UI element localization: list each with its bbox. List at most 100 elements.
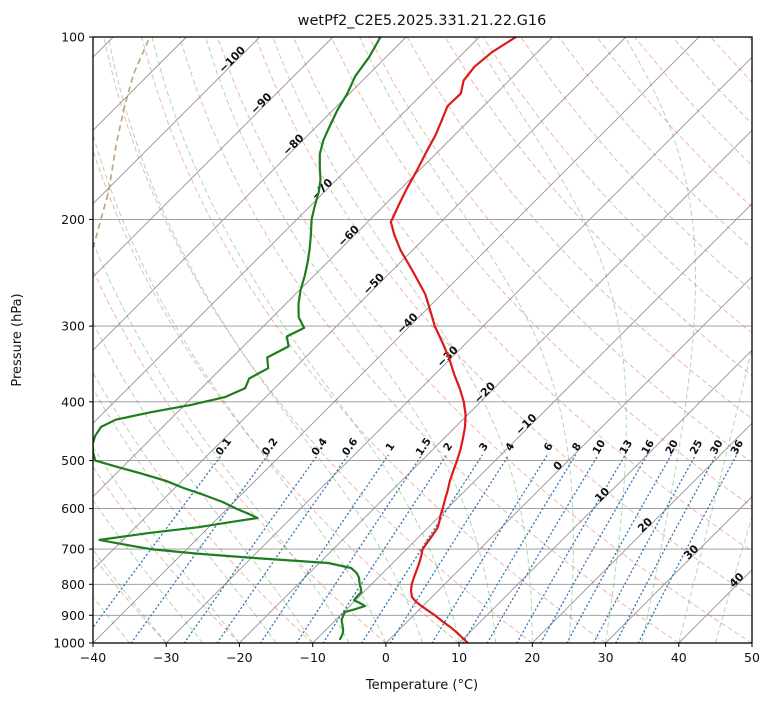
mixing-ratio-label: 3 [477,441,491,454]
moist-adiabat-line [272,37,533,643]
dry-adiabat-line [368,37,752,463]
moist-adiabat-line [93,321,314,643]
mixing-ratio-line [486,454,599,643]
temperature-tick-label: −10 [300,650,326,665]
mixing-ratio-line [295,454,423,643]
mixing-ratio-line [322,454,447,643]
mixing-ratio-label: 8 [570,441,584,454]
isotherm-line [605,495,752,643]
mixing-ratio-label: 13 [617,438,635,457]
dewpoint-curve [93,37,382,641]
mixing-ratio-line [93,454,222,629]
moist-adiabat-line [93,387,277,643]
mixing-ratio-label: 2 [441,441,455,454]
pressure-tick-label: 1000 [53,636,85,651]
isotherm-line [165,56,752,643]
dry-adiabat-line [710,37,752,84]
isotherm-label: 40 [727,570,747,590]
isotherm-label: −50 [361,270,388,297]
moist-adiabat-line [359,37,574,643]
dry-adiabat-line [216,37,752,643]
temperature-tick-label: −20 [226,650,252,665]
mixing-ratio-line [592,454,697,643]
isotherm-line [93,37,261,205]
temperature-tick-label: 0 [382,650,390,665]
aux-tan-curve [93,37,151,252]
isotherm-line [751,642,752,643]
isotherm-line [312,203,752,643]
isotherm-label: −80 [280,131,307,158]
mixing-ratio-label: 0.6 [340,436,361,458]
mixing-ratio-label: 1 [383,441,397,454]
temperature-tick-label: −40 [80,650,106,665]
dry-adiabat-line [444,37,752,377]
moist-adiabat-line [107,37,423,643]
mixing-ratio-label: 16 [639,438,657,457]
moist-adiabat-line [151,37,460,643]
mixing-ratio-label: 4 [503,441,517,454]
mixing-ratio-line [389,454,510,643]
dry-adiabat-line [520,37,752,292]
mixing-ratio-line [130,454,269,643]
dry-adiabat-line [93,148,460,643]
mixing-ratio-label: 1.5 [414,436,434,458]
isotherm-label: 30 [681,542,701,562]
dry-adiabat-line [93,555,167,643]
temperature-tick-label: −30 [153,650,179,665]
mixing-ratio-label: 25 [688,438,706,457]
temperature-tick-label: 10 [451,650,467,665]
temperature-tick-label: 50 [744,650,760,665]
pressure-tick-label: 200 [61,212,85,227]
moist-adiabat-line [93,240,350,643]
mixing-ratio-label: 0.1 [213,436,234,458]
moist-adiabat-line [93,132,387,643]
isotherm-line [93,37,334,278]
mixing-ratio-label: 0.4 [309,436,330,458]
isotherm-line [458,349,752,643]
isotherm-label: −100 [216,43,248,75]
moist-adiabat-line [678,345,752,643]
isotherm-label: −10 [513,411,540,438]
plot-area: 0.1 0.2 0.4 0.6 1 1.5 2 3 4 6 8 10 13 16 20 25 30 36−100−… [93,37,752,643]
mixing-ratio-line [216,454,349,643]
mixing-ratio-line [566,454,672,643]
isotherm-line [93,37,553,498]
isotherm-line [93,37,407,351]
dry-adiabat-line [103,37,533,643]
pressure-tick-label: 400 [61,394,85,409]
dry-adiabat-line [254,37,752,598]
pressure-tick-label: 900 [61,608,85,623]
mixing-ratio-line [615,454,717,643]
dry-adiabat-line [93,465,240,643]
chart-title: wetPf2_C2E5.2025.331.21.22.G16 [298,13,547,29]
isotherm-line [531,422,752,643]
dry-adiabat-line [558,37,752,250]
plot-border [92,36,753,644]
isotherm-line [93,37,700,643]
isotherm-label: −40 [394,310,421,337]
isotherm-line [93,37,627,571]
moist-adiabat-line [714,515,752,643]
pressure-tick-label: 300 [61,319,85,334]
temperature-tick-label: 20 [524,650,540,665]
mixing-ratio-line [637,454,738,643]
moist-adiabat-line [473,37,627,643]
dry-adiabat-line [292,37,752,552]
moist-adiabat-line [624,37,696,643]
dry-adiabat-line [93,268,387,643]
isotherm-label: −60 [335,223,362,250]
dry-adiabat-line [179,37,680,643]
dry-adiabat-line [141,37,606,643]
y-axis-title: Pressure (hPa) [10,293,25,386]
mixing-ratio-line [540,454,648,643]
pressure-tick-label: 100 [61,30,85,45]
mixing-ratio-line [259,454,389,643]
isotherm-line [239,129,752,643]
temperature-curve [389,37,518,643]
isotherm-label: −90 [248,90,275,117]
pressure-tick-label: 600 [61,501,85,516]
pressure-tick-label: 700 [61,542,85,557]
mixing-ratio-label: 36 [729,438,747,457]
